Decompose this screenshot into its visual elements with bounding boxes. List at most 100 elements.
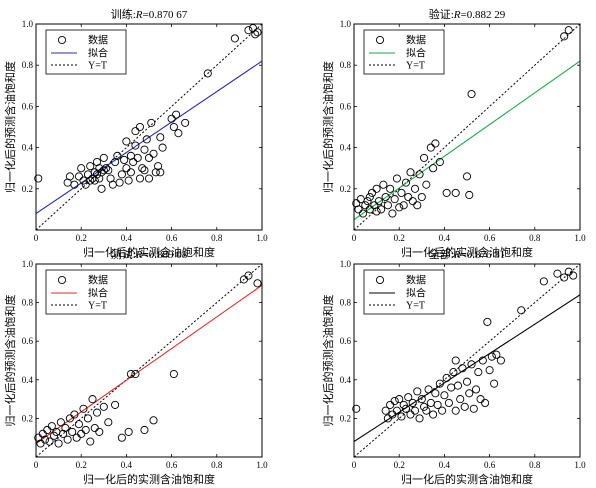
legend-label-data: 数据 [88,34,108,47]
data-point [465,389,474,398]
data-point [45,437,54,446]
data-point [140,425,149,435]
y-tick-label: 1.0 [340,19,352,29]
data-point [420,402,429,411]
x-axis-label: 归一化后的实测含油饱和度 [83,472,215,486]
data-point [417,192,426,202]
legend-label-identity: Y=T [406,61,425,72]
fit-line [354,294,580,443]
data-point [99,402,108,411]
data-point [81,180,90,189]
data-point [410,184,420,193]
chart-title-value: =0.882 29 [461,9,506,21]
data-point [397,188,406,197]
x-tick-label: 1.0 [256,233,268,243]
data-point [95,427,104,436]
legend-label-identity: Y=T [406,301,425,312]
data-point [539,277,548,286]
x-axis-label: 归一化后的实测含油饱和度 [401,472,533,486]
y-tick-label: 0.2 [22,184,33,194]
data-point [447,383,456,392]
chart-title: 验证:R=0.882 29 [429,7,506,21]
data-point [365,192,374,202]
y-tick-label: 0.8 [22,298,34,308]
data-point [413,201,422,210]
legend-label-identity: Y=T [88,301,107,312]
data-point [86,162,95,171]
data-point [81,425,90,435]
data-point [86,437,95,446]
legend-label-data: 数据 [406,34,426,47]
chart-panel-1: 0 0.2 0.4 0.6 0.8 1.00.20.40.60.81.0训练:R=0.87… [3,7,268,259]
data-point [133,153,142,162]
data-point [399,201,408,210]
y-tick-label: 0.6 [22,101,34,111]
fit-line [36,60,262,214]
data-point [124,176,133,185]
data-point [65,172,74,181]
data-point [83,414,93,423]
data-point [253,279,262,288]
identity-line [36,24,262,230]
data-point [422,180,431,189]
x-tick-label: 0.2 [76,460,87,470]
data-point [253,28,262,37]
data-point [169,369,178,379]
data-point [426,398,435,408]
data-point [442,188,451,197]
data-point [156,168,165,177]
data-point [59,429,68,438]
x-tick-label: 0 [34,460,39,470]
data-point [86,176,95,185]
data-point [117,170,126,179]
data-point [404,393,413,402]
data-point [390,195,399,204]
x-axis-label: 归一化后的实测含油饱和度 [83,245,215,259]
data-point [92,408,102,417]
data-point [77,429,86,438]
data-point [131,369,140,379]
data-point [203,69,212,78]
data-point [104,418,113,427]
identity-line [354,24,580,230]
data-point [442,373,451,382]
data-point [174,129,183,138]
identity-line [36,264,262,457]
data-point [404,192,413,202]
y-tick-label: 1.0 [22,259,34,269]
data-point [365,205,374,214]
chart-title-prefix: 测试: [111,248,136,261]
data-point [63,435,72,444]
data-point [435,157,444,167]
data-point [395,203,404,212]
x-tick-label: 0 [352,233,357,243]
data-point [90,423,99,433]
chart-panel-4: 0 0.2 0.4 0.6 0.8 1.0 0.2 0.4 0.6 0.8 1.0 全部:R=0.87… [321,247,586,486]
data-point [144,153,154,162]
data-point [230,34,239,43]
data-point [451,356,460,365]
data-point [352,404,361,413]
data-point [420,153,429,162]
y-tick-label: 0.4 [340,375,352,385]
x-tick-label: 0.4 [439,460,451,470]
y-tick-label: 1.0 [340,259,352,269]
y-tick-label: 0.6 [22,336,34,346]
data-point [122,164,131,173]
data-point [102,164,111,173]
chart-title-r: R [453,9,461,21]
legend-box [363,269,445,315]
data-point [181,118,190,127]
x-tick-label: 0.2 [76,233,87,243]
data-point [517,306,526,315]
data-point [54,439,63,448]
data-point [478,356,487,365]
legend-label-fit: 拟合 [88,47,108,60]
data-point [138,164,147,173]
data-point [386,400,395,409]
data-point [564,26,573,35]
data-point [70,180,79,189]
